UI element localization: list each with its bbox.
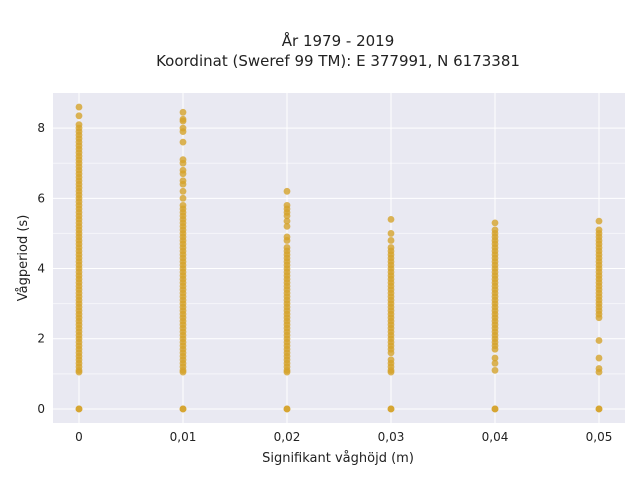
y-tick-label: 4 [37,262,45,276]
scatter-point [387,405,395,413]
scatter-point [75,121,83,128]
scatter-point [595,405,603,413]
scatter-point [491,366,499,374]
scatter-point [491,359,499,367]
y-tick-label: 2 [37,332,45,346]
scatter-point [283,187,291,195]
scatter-point [595,226,603,234]
scatter-point [283,201,291,209]
x-tick-label: 0,05 [586,430,613,444]
scatter-point [387,244,395,251]
scatter-point [75,112,83,120]
scatter-point [283,233,291,241]
x-tick-label: 0,02 [274,430,301,444]
scatter-point [387,215,395,223]
y-tick-label: 8 [37,121,45,135]
x-tick-label: 0,03 [378,430,405,444]
y-tick-label: 0 [37,402,45,416]
scatter-point [491,354,499,362]
x-axis-label: Signifikant våghöjd (m) [262,451,414,466]
scatter-point [179,115,187,123]
scatter-point [75,405,83,413]
scatter-point [491,405,499,413]
chart-title-line1: År 1979 - 2019 [282,31,395,50]
scatter-point [595,365,603,372]
scatter-point [179,177,187,185]
scatter-point [491,219,499,227]
scatter-point [387,237,395,244]
plot-area [53,93,625,423]
scatter-point [179,138,187,146]
y-tick-labels: 0 2 4 6 8 [37,121,45,416]
x-tick-label: 0 [75,430,83,444]
scatter-point [283,217,291,225]
scatter-point [283,405,291,413]
scatter-point [179,156,187,164]
scatter-point [179,124,187,132]
scatter-point [491,226,499,234]
scatter-point [179,108,187,116]
scatter-point [75,103,83,111]
scatter-point [387,356,395,364]
scatter-point [179,405,187,413]
data-points [75,103,603,413]
scatter-point [283,223,291,230]
x-tick-label: 0,04 [482,430,509,444]
y-axis-label: Vågperiod (s) [16,215,31,302]
scatter-point [179,201,187,209]
x-tick-labels: 0 0,01 0,02 0,03 0,04 0,05 [75,430,612,444]
scatter-point [283,244,291,251]
scatter-point [595,217,603,225]
scatter-point [179,187,187,195]
y-tick-label: 6 [37,191,45,205]
scatter-point [179,166,187,174]
x-tick-label: 0,01 [170,430,197,444]
scatter-point [179,194,187,202]
chart-title-line2: Koordinat (Sweref 99 TM): E 377991, N 61… [156,52,520,70]
scatter-point [387,230,395,237]
scatter-point [595,354,603,362]
scatter-point [595,337,603,344]
